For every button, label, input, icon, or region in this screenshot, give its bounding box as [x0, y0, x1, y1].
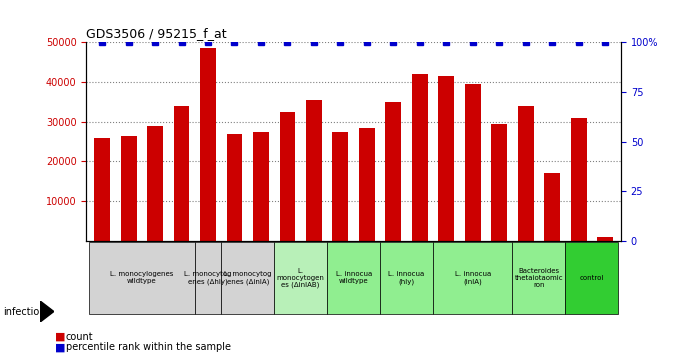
Bar	[333, 132, 348, 241]
Bar	[386, 102, 402, 241]
FancyBboxPatch shape	[565, 242, 618, 314]
Bar	[121, 136, 137, 241]
FancyBboxPatch shape	[433, 242, 513, 314]
Bar	[544, 173, 560, 241]
FancyBboxPatch shape	[274, 242, 327, 314]
Text: ■: ■	[55, 332, 66, 342]
Bar	[438, 76, 454, 241]
Bar	[174, 106, 190, 241]
Text: Bacteroides
thetaiotaomic
ron: Bacteroides thetaiotaomic ron	[515, 268, 563, 288]
Text: count: count	[66, 332, 93, 342]
Text: percentile rank within the sample: percentile rank within the sample	[66, 342, 230, 353]
Text: L. innocua
(hly): L. innocua (hly)	[388, 271, 425, 285]
Text: L. innocua
wildtype: L. innocua wildtype	[335, 272, 372, 284]
Text: infection: infection	[3, 307, 46, 316]
FancyBboxPatch shape	[513, 242, 565, 314]
FancyBboxPatch shape	[327, 242, 380, 314]
Bar	[253, 132, 269, 241]
FancyBboxPatch shape	[89, 242, 195, 314]
Bar	[200, 48, 216, 241]
FancyBboxPatch shape	[380, 242, 433, 314]
FancyBboxPatch shape	[195, 242, 221, 314]
FancyBboxPatch shape	[221, 242, 274, 314]
Bar	[465, 84, 481, 241]
Bar	[306, 100, 322, 241]
Text: ■: ■	[55, 342, 66, 353]
Bar	[147, 126, 163, 241]
Bar	[226, 134, 242, 241]
Bar	[359, 128, 375, 241]
Text: GDS3506 / 95215_f_at: GDS3506 / 95215_f_at	[86, 27, 227, 40]
Text: L. monocytog
enes (Δhly): L. monocytog enes (Δhly)	[184, 271, 232, 285]
Text: L.
monocytogen
es (ΔinlAB): L. monocytogen es (ΔinlAB)	[277, 268, 324, 288]
Bar	[279, 112, 295, 241]
Text: L. innocua
(inlA): L. innocua (inlA)	[455, 271, 491, 285]
Bar	[518, 106, 533, 241]
Bar	[571, 118, 586, 241]
Text: control: control	[580, 275, 604, 281]
Polygon shape	[40, 301, 54, 322]
Text: L. monocytog
enes (ΔinlA): L. monocytog enes (ΔinlA)	[224, 271, 271, 285]
Bar	[597, 237, 613, 241]
Bar	[412, 74, 428, 241]
Bar	[491, 124, 507, 241]
Text: L. monocylogenes
wildtype: L. monocylogenes wildtype	[110, 272, 173, 284]
Bar	[95, 138, 110, 241]
